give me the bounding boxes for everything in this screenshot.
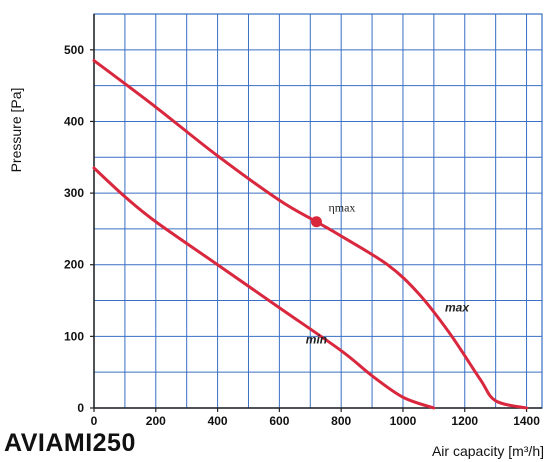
series-label-max: max: [445, 300, 470, 314]
y-tick-label: 100: [64, 329, 84, 343]
plot-frame: [93, 13, 543, 409]
y-tick-labels: 0 100 200 300 400 500: [64, 43, 84, 415]
x-tick-label: 1400: [513, 414, 540, 428]
model-name: AVIAMI250: [4, 429, 136, 457]
y-tick-label: 0: [77, 401, 84, 415]
y-tick-label: 500: [64, 43, 84, 57]
x-tick-label: 1200: [451, 414, 478, 428]
series-label-min: min: [306, 333, 327, 347]
y-tick-label: 400: [64, 114, 84, 128]
series-curves: max min: [92, 59, 529, 410]
y-tick-label: 200: [64, 258, 84, 272]
axis-frame: [90, 13, 543, 412]
series-line-min: [92, 166, 436, 410]
series-line-max: [92, 59, 529, 410]
x-tick-labels: 0 200 400 600 800 1000 1200 1400: [91, 414, 541, 428]
annotations: ηmax: [310, 201, 355, 228]
x-tick-label: 1000: [390, 414, 417, 428]
x-axis-label: Air capacity [m³/h]: [432, 443, 544, 459]
x-tick-label: 800: [331, 414, 351, 428]
x-tick-label: 600: [269, 414, 289, 428]
grid: [94, 14, 542, 408]
y-axis-label: Pressure [Pa]: [8, 88, 24, 173]
eta-max-point: [310, 216, 322, 228]
y-tick-label: 300: [64, 186, 84, 200]
eta-max-label: ηmax: [328, 201, 355, 215]
x-tick-label: 400: [208, 414, 228, 428]
x-tick-label: 0: [91, 414, 98, 428]
x-tick-label: 200: [146, 414, 166, 428]
